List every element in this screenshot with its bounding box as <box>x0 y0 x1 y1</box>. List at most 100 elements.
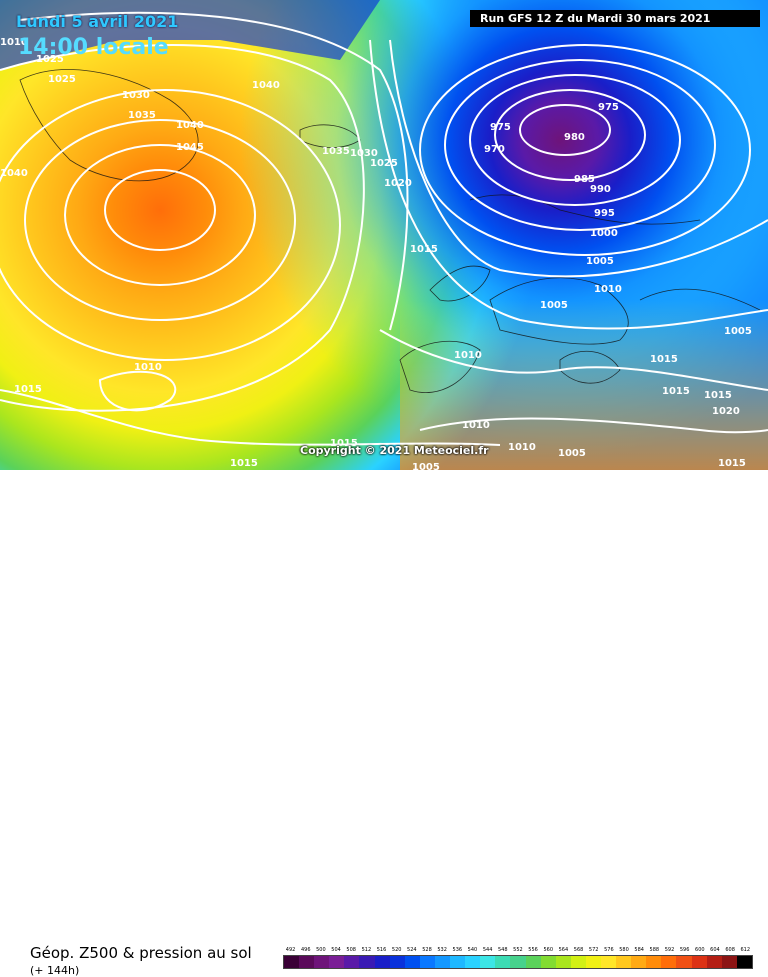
scale-label: 500 <box>316 947 326 953</box>
scale-label: 512 <box>361 947 372 953</box>
isobar-label: 985 <box>574 174 595 185</box>
isobar-label: 1025 <box>36 54 64 65</box>
scale-label: 576 <box>604 947 614 953</box>
weather-map: 1010 1025 1025 1030 1035 1040 1040 1045 … <box>0 0 768 470</box>
isobar-label: 1025 <box>370 158 398 169</box>
scale-swatch <box>480 956 496 968</box>
color-scale-swatches <box>283 955 753 969</box>
scale-swatch <box>359 956 375 968</box>
scale-swatch <box>600 956 617 968</box>
scale-label: 596 <box>679 947 690 953</box>
scale-label: 524 <box>407 947 417 953</box>
isobar-label: 1015 <box>14 384 42 395</box>
isobar-label: 1005 <box>412 462 440 470</box>
legend-bar: Géop. Z500 & pression au sol (+ 144h) 49… <box>0 470 768 977</box>
scale-label: 560 <box>543 947 553 953</box>
scale-swatch <box>510 956 526 968</box>
scale-swatch <box>434 956 451 968</box>
isobar-label: 1025 <box>48 74 76 85</box>
isobar-label: 1030 <box>122 90 150 101</box>
scale-label: 580 <box>619 947 629 953</box>
scale-label: 516 <box>376 947 387 953</box>
isobar-label: 975 <box>490 122 511 133</box>
isobar-label: 990 <box>590 184 611 195</box>
isobar-label: 1035 <box>322 146 350 157</box>
scale-swatch <box>389 956 405 968</box>
isobar-label: 995 <box>594 208 615 219</box>
color-scale: 492 496 500 504 508 512 516 520 524 528 532 536 540 5… <box>283 947 753 969</box>
scale-label: 600 <box>695 947 705 953</box>
isobar-label: 980 <box>564 132 585 143</box>
scale-swatch <box>374 956 390 968</box>
forecast-date: Lundi 5 avril 2021 <box>16 12 179 31</box>
scale-swatch <box>284 956 300 968</box>
scale-label: 548 <box>497 947 508 953</box>
scale-label: 508 <box>346 947 356 953</box>
isobar-label: 1020 <box>384 178 412 189</box>
scale-swatch <box>495 956 511 968</box>
isobar-label: 1040 <box>176 120 204 131</box>
scale-label: 552 <box>513 947 523 953</box>
scale-label: 608 <box>725 947 735 953</box>
scale-swatch <box>299 956 315 968</box>
scale-swatch <box>616 956 632 968</box>
scale-swatch <box>540 956 556 968</box>
legend-title: Géop. Z500 & pression au sol <box>30 944 252 962</box>
scale-label: 528 <box>422 947 432 953</box>
isobar-label: 1015 <box>650 354 678 365</box>
scale-swatch <box>676 956 692 968</box>
scale-swatch <box>314 956 330 968</box>
isobar-label: 1015 <box>662 386 690 397</box>
isobar-label: 1005 <box>558 448 586 459</box>
scale-label: 572 <box>588 947 599 953</box>
scale-label: 520 <box>391 947 402 953</box>
isobar-label: 1015 <box>718 458 746 469</box>
legend-lead-time: (+ 144h) <box>30 964 80 977</box>
scale-label: 588 <box>649 947 660 953</box>
forecast-time: 14:00 locale <box>18 35 169 60</box>
scale-swatch <box>465 956 481 968</box>
scale-swatch <box>555 956 571 968</box>
scale-swatch <box>404 956 420 968</box>
isobar-label: 1005 <box>540 300 568 311</box>
isobar-label: 1010 <box>462 420 490 431</box>
isobar-label: 1010 <box>508 442 536 453</box>
isobar-label: 975 <box>598 102 619 113</box>
scale-swatch <box>450 956 466 968</box>
scale-label: 532 <box>437 947 447 953</box>
isobar-label: 1005 <box>586 256 614 267</box>
scale-swatch <box>585 956 601 968</box>
isobar-label: 970 <box>484 144 505 155</box>
isobar-label: 1000 <box>590 228 618 239</box>
color-scale-labels: 492 496 500 504 508 512 516 520 524 528 532 536 540 5… <box>283 947 753 953</box>
isobar-label: 1010 <box>454 350 482 361</box>
scale-label: 564 <box>558 947 569 953</box>
scale-label: 584 <box>634 947 644 953</box>
isobar-label: 1010 <box>594 284 622 295</box>
scale-swatch <box>646 956 662 968</box>
isobar-label: 1040 <box>252 80 280 91</box>
isobar-label: 1030 <box>350 148 378 159</box>
isobar-label: 1015 <box>410 244 438 255</box>
scale-label: 556 <box>528 947 538 953</box>
isobar-label: 1015 <box>704 390 732 401</box>
scale-label: 592 <box>664 947 675 953</box>
isobar-label: 1005 <box>724 326 752 337</box>
scale-label: 536 <box>452 947 463 953</box>
scale-label: 504 <box>331 947 341 953</box>
scale-label: 492 <box>285 947 296 953</box>
scale-label: 612 <box>740 947 751 953</box>
scale-label: 496 <box>300 947 311 953</box>
isobar-label: 1010 <box>134 362 162 373</box>
copyright: Copyright © 2021 Meteociel.fr <box>300 444 489 457</box>
isobar-label: 1015 <box>230 458 258 469</box>
scale-swatch <box>736 956 752 968</box>
scale-swatch <box>706 956 722 968</box>
scale-label: 544 <box>482 947 493 953</box>
isobar-label: 1045 <box>176 142 204 153</box>
isobar-label: 1015 <box>330 438 358 449</box>
scale-label: 604 <box>710 947 720 953</box>
isobar-label: 1020 <box>712 406 740 417</box>
scale-swatch <box>631 956 647 968</box>
scale-label: 568 <box>573 947 584 953</box>
